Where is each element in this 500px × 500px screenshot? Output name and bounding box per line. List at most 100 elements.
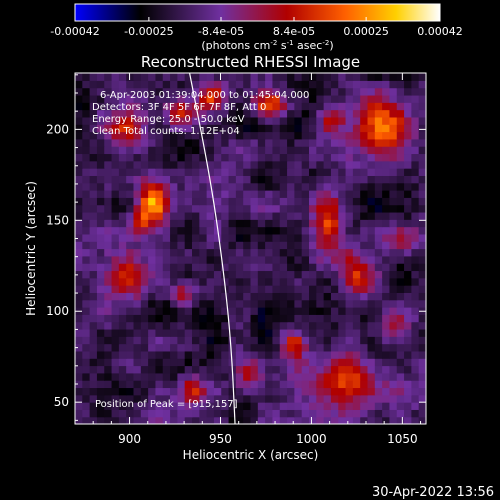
heatmap-cell [118, 131, 127, 140]
heatmap-cell [272, 248, 281, 257]
heatmap-cell [257, 204, 266, 213]
heatmap-cell [118, 73, 127, 81]
heatmap-cell [309, 292, 317, 301]
heatmap-cell [170, 102, 178, 111]
heatmap-cell [155, 365, 164, 374]
heatmap-cell [309, 365, 317, 374]
heatmap-cell [396, 182, 405, 191]
heatmap-cell [294, 248, 303, 257]
heatmap-cell [374, 402, 383, 410]
heatmap-cell [170, 416, 178, 424]
heatmap-cell [170, 336, 178, 345]
heatmap-cell [418, 255, 426, 264]
heatmap-cell [213, 233, 222, 242]
heatmap-cell [374, 168, 383, 176]
heatmap-cell [148, 160, 157, 169]
heatmap-cell [89, 255, 98, 264]
heatmap-cell [199, 182, 208, 191]
heatmap-cell [411, 204, 420, 213]
heatmap-cell [170, 402, 178, 410]
heatmap-cell [221, 394, 230, 403]
heatmap-cell [257, 160, 266, 169]
heatmap-cell [396, 380, 405, 389]
heatmap-cell [75, 394, 83, 403]
heatmap-cell [89, 248, 98, 257]
heatmap-cell [418, 416, 426, 424]
heatmap-cell [294, 190, 303, 198]
heatmap-cell [155, 168, 164, 176]
heatmap-cell [126, 241, 135, 250]
heatmap-cell [82, 321, 91, 330]
heatmap-cell [287, 314, 295, 323]
heatmap-cell [162, 211, 171, 220]
heatmap-cell [265, 372, 274, 381]
heatmap-cell [199, 116, 208, 125]
heatmap-cell [272, 394, 281, 403]
heatmap-cell [126, 292, 135, 301]
heatmap-cell [75, 270, 83, 279]
heatmap-cell [301, 387, 310, 396]
heatmap-cell [389, 416, 398, 424]
heatmap-cell [133, 387, 142, 396]
plot-frame [74, 72, 427, 425]
heatmap-cell [404, 402, 412, 410]
heatmap-cell [396, 102, 405, 111]
heatmap-cell [418, 387, 426, 396]
heatmap-cell [367, 336, 376, 345]
heatmap-cell [235, 394, 244, 403]
heatmap-cell [287, 416, 295, 424]
heatmap-cell [257, 358, 266, 367]
heatmap-cell [192, 80, 200, 89]
heatmap-cell [411, 211, 420, 220]
heatmap-cell [265, 416, 274, 424]
heatmap-cell [89, 182, 98, 191]
heatmap-cell [192, 292, 200, 301]
heatmap-cell [148, 102, 157, 111]
heatmap-cell [367, 146, 376, 155]
heatmap-cell [221, 116, 230, 125]
heatmap-cell [309, 314, 317, 323]
heatmap-cell [155, 80, 164, 89]
heatmap-cell [257, 80, 266, 89]
heatmap-cell [82, 124, 91, 133]
heatmap-cell [184, 73, 193, 81]
heatmap-cell [170, 263, 178, 272]
heatmap-cell [265, 94, 274, 103]
heatmap-cell [294, 233, 303, 242]
heatmap-cell [104, 409, 113, 418]
heatmap-cell [338, 233, 347, 242]
heatmap-cell [96, 328, 105, 337]
heatmap-cell [213, 336, 222, 345]
heatmap-cell [374, 416, 383, 424]
heatmap-cell [118, 226, 127, 235]
heatmap-cell [294, 241, 303, 250]
heatmap-cell [418, 409, 426, 418]
heatmap-cell [192, 416, 200, 424]
heatmap-cell [272, 241, 281, 250]
heatmap-cell [418, 285, 426, 293]
heatmap-cell [162, 270, 171, 279]
heatmap-cell [235, 336, 244, 345]
heatmap-cell [316, 182, 325, 191]
heatmap-cell [404, 87, 412, 96]
heatmap-cell [111, 255, 120, 264]
heatmap-cell [192, 270, 200, 279]
heatmap-cell [309, 307, 317, 315]
heatmap-cell [396, 175, 405, 184]
heatmap-cell [330, 277, 339, 286]
heatmap-cell [389, 190, 398, 198]
heatmap-cell [199, 409, 208, 418]
heatmap-cell [243, 94, 252, 103]
heatmap-cell [367, 416, 376, 424]
heatmap-cell [170, 124, 178, 133]
heatmap-cell [140, 416, 149, 424]
heatmap-cell [104, 109, 113, 118]
heatmap-cell [192, 358, 200, 367]
heatmap-cell [243, 160, 252, 169]
image-annotations: 6-Apr-2003 01:39:04.000 to 01:45:04.000D… [92, 90, 309, 137]
heatmap-cell [294, 153, 303, 162]
heatmap-cell [162, 190, 171, 198]
heatmap-cell [389, 87, 398, 96]
heatmap-cell [170, 175, 178, 184]
heatmap-cell [374, 277, 383, 286]
